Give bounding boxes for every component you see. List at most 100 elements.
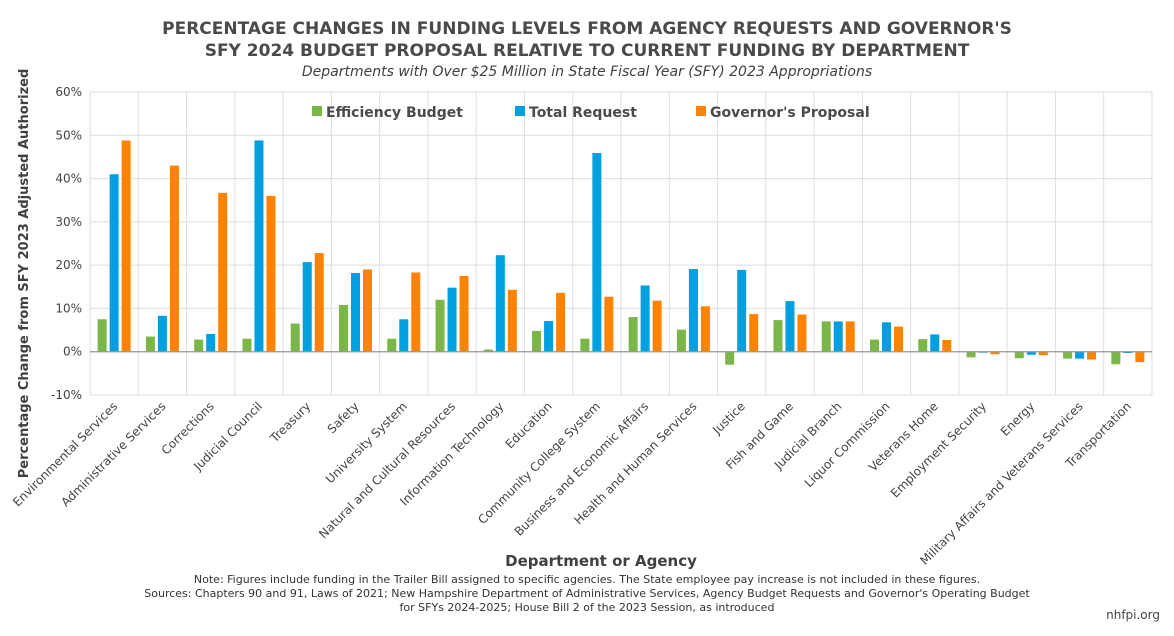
bar-governor-s-proposal — [363, 269, 372, 352]
bar-efficiency-budget — [870, 339, 879, 352]
bar-efficiency-budget — [1014, 351, 1024, 359]
x-axis-title: Department or Agency — [505, 552, 697, 570]
bar-total-request — [157, 315, 167, 352]
bar-governor-s-proposal — [942, 340, 952, 352]
sources-line-cont: for SFYs 2024-2025; House Bill 2 of the … — [399, 601, 775, 614]
bar-efficiency-budget — [918, 339, 928, 352]
bar-governor-s-proposal — [845, 321, 855, 352]
bar-efficiency-budget — [290, 323, 300, 352]
bar-governor-s-proposal — [797, 314, 807, 352]
bar-governor-s-proposal — [459, 275, 469, 352]
y-tick-label: 20% — [55, 258, 82, 272]
y-tick-label: 0% — [63, 345, 82, 359]
brand-url: nhfpi.org — [1106, 608, 1160, 622]
legend-label: Governor's Proposal — [710, 105, 870, 121]
bar-governor-s-proposal — [749, 314, 759, 352]
bar-efficiency-budget — [966, 351, 976, 358]
bar-governor-s-proposal — [411, 272, 421, 352]
y-tick-label: 10% — [55, 301, 82, 315]
bar-total-request — [930, 334, 940, 352]
chart-title-line1: PERCENTAGE CHANGES IN FUNDING LEVELS FRO… — [162, 19, 1012, 39]
bar-total-request — [399, 319, 409, 352]
x-tick-label: Liquor Commission — [802, 399, 893, 490]
bar-efficiency-budget — [387, 338, 397, 352]
legend-label: Efficiency Budget — [326, 105, 463, 121]
bar-governor-s-proposal — [1135, 351, 1145, 363]
legend-swatch — [515, 106, 525, 116]
bar-efficiency-budget — [1063, 351, 1073, 359]
bar-total-request — [640, 285, 650, 352]
bar-total-request — [1026, 351, 1036, 355]
bar-total-request — [737, 269, 747, 352]
x-tick-label: University System — [323, 399, 410, 486]
bar-efficiency-budget — [97, 319, 107, 352]
y-tick-label: -10% — [51, 388, 82, 402]
note-line: Note: Figures include funding in the Tra… — [193, 573, 981, 586]
bar-governor-s-proposal — [604, 296, 614, 352]
bar-efficiency-budget — [145, 336, 155, 352]
x-tick-label: Treasury — [267, 399, 314, 446]
y-axis-title: Percentage Change from SFY 2023 Adjusted… — [17, 69, 32, 479]
bar-governor-s-proposal — [507, 289, 517, 352]
chart-title: PERCENTAGE CHANGES IN FUNDING LEVELS FRO… — [0, 18, 1174, 62]
bar-total-request — [351, 272, 360, 352]
bar-efficiency-budget — [725, 351, 735, 365]
bar-total-request — [1123, 351, 1133, 354]
chart-subtitle: Departments with Over $25 Million in Sta… — [301, 64, 873, 80]
bar-total-request — [833, 321, 843, 352]
x-tick-label: Justice — [709, 399, 747, 437]
bar-governor-s-proposal — [169, 165, 179, 352]
bar-governor-s-proposal — [314, 253, 324, 352]
bar-efficiency-budget — [435, 299, 445, 352]
bar-governor-s-proposal — [218, 192, 228, 352]
bar-total-request — [592, 153, 602, 352]
bar-total-request — [785, 301, 795, 352]
bar-governor-s-proposal — [266, 195, 276, 352]
bar-total-request — [447, 287, 457, 352]
bar-total-request — [206, 333, 216, 352]
y-tick-label: 60% — [55, 85, 82, 99]
bar-total-request — [254, 140, 264, 352]
y-tick-label: 50% — [55, 128, 82, 142]
chart-notes: Note: Figures include funding in the Tra… — [0, 573, 1174, 615]
sources-line: Sources: Chapters 90 and 91, Laws of 202… — [144, 587, 1030, 600]
bar-governor-s-proposal — [121, 140, 131, 352]
bar-efficiency-budget — [676, 329, 686, 352]
bar-efficiency-budget — [821, 321, 831, 352]
x-tick-label: Energy — [998, 399, 1038, 439]
bar-total-request — [109, 174, 119, 352]
y-tick-label: 30% — [55, 215, 82, 229]
legend-label: Total Request — [529, 105, 637, 121]
bar-efficiency-budget — [628, 317, 638, 352]
bar-total-request — [544, 320, 554, 352]
legend-swatch — [312, 106, 322, 116]
legend-swatch — [696, 106, 706, 116]
bar-efficiency-budget — [532, 330, 542, 352]
bar-efficiency-budget — [773, 320, 783, 352]
bar-efficiency-budget — [242, 338, 252, 352]
bar-total-request — [302, 262, 312, 352]
bar-governor-s-proposal — [1087, 351, 1097, 360]
bar-efficiency-budget — [194, 339, 204, 352]
bar-total-request — [1075, 351, 1085, 359]
x-tick-label: Education — [503, 399, 555, 451]
x-tick-label: Information Technology — [397, 399, 506, 508]
bar-total-request — [495, 255, 505, 352]
bar-governor-s-proposal — [894, 326, 903, 352]
bar-governor-s-proposal — [700, 306, 710, 352]
y-tick-label: 40% — [55, 172, 82, 186]
bar-total-request — [882, 322, 891, 352]
bar-governor-s-proposal — [556, 292, 566, 352]
bar-efficiency-budget — [1111, 351, 1121, 365]
bar-governor-s-proposal — [990, 351, 1000, 355]
bar-efficiency-budget — [483, 349, 493, 352]
bar-efficiency-budget — [339, 304, 348, 352]
x-tick-label: Safety — [325, 399, 362, 436]
x-tick-label: Employment Security — [888, 399, 989, 500]
chart-title-line2: SFY 2024 BUDGET PROPOSAL RELATIVE TO CUR… — [204, 41, 970, 61]
bar-efficiency-budget — [580, 338, 590, 352]
bar-governor-s-proposal — [1038, 351, 1048, 356]
bar-total-request — [688, 269, 698, 352]
bar-governor-s-proposal — [652, 300, 662, 352]
